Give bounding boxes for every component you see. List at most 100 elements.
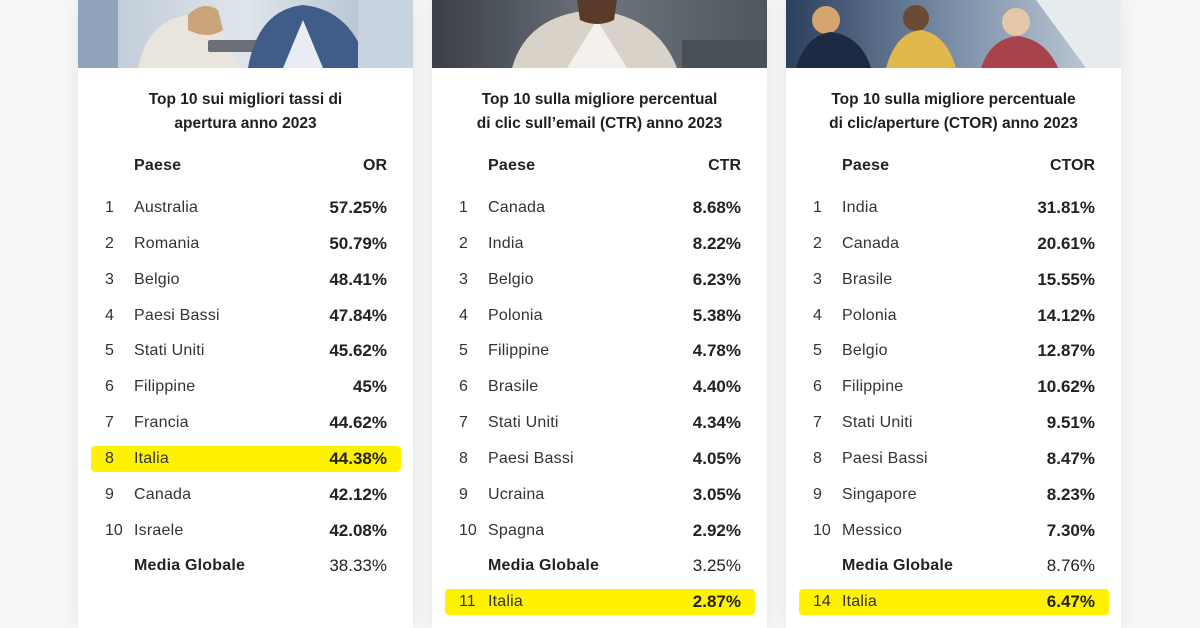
row-rank: 9 — [813, 486, 822, 503]
table-row: 6 Filippine 10.62% — [799, 374, 1109, 400]
global-average-row: Media Globale 3.25% — [445, 553, 755, 579]
column-header-country: Paese — [842, 157, 890, 174]
row-value: 6.23% — [692, 270, 741, 289]
card-title-line-2: di clic sull’email (CTR) anno 2023 — [476, 115, 723, 132]
row-country: Spagna — [488, 522, 545, 539]
row-country: Ucraina — [488, 486, 545, 503]
table-row: 2 India 8.22% — [445, 231, 755, 257]
card-title-line-1: Top 10 sulla migliore percentual — [481, 91, 718, 108]
table-row: 5 Belgio 12.87% — [799, 338, 1109, 364]
table-row-highlighted: 14 Italia 6.47% — [799, 589, 1109, 615]
row-rank: 4 — [105, 307, 114, 324]
table-row: 6 Filippine 45% — [91, 374, 401, 400]
column-header-country: Paese — [134, 157, 182, 174]
table-row-highlighted: 11 Italia 2.87% — [445, 589, 755, 615]
row-country: India — [842, 199, 878, 216]
row-country: Stati Uniti — [842, 414, 913, 431]
card-title-line-1: Top 10 sulla migliore percentuale — [831, 91, 1076, 108]
row-country: Polonia — [842, 307, 897, 324]
row-value: 44.38% — [329, 449, 387, 468]
row-value: 5.38% — [692, 306, 741, 325]
row-rank: 11 — [459, 593, 476, 610]
row-value: 57.25% — [329, 198, 387, 217]
row-country: Italia — [842, 593, 877, 610]
row-value: 7.30% — [1046, 521, 1095, 540]
average-label: Media Globale — [488, 557, 600, 574]
table-row: 10 Spagna 2.92% — [445, 518, 755, 544]
global-average-row: Media Globale 38.33% — [91, 553, 401, 579]
table-row: 1 Australia 57.25% — [91, 195, 401, 221]
row-country: Belgio — [134, 271, 180, 288]
table-row: 10 Israele 42.08% — [91, 518, 401, 544]
card-open-rate: Top 10 sui migliori tassi di apertura an… — [78, 0, 413, 628]
table-header: Paese CTR — [445, 153, 755, 179]
row-value: 4.78% — [692, 341, 741, 360]
row-value: 8.23% — [1046, 485, 1095, 504]
row-country: Filippine — [842, 378, 904, 395]
row-value: 6.47% — [1046, 592, 1095, 611]
table-row: 3 Belgio 6.23% — [445, 267, 755, 293]
column-header-metric: CTOR — [1049, 157, 1095, 174]
row-country: Canada — [134, 486, 192, 503]
table-row: 9 Ucraina 3.05% — [445, 482, 755, 508]
table-row: 9 Canada 42.12% — [91, 482, 401, 508]
row-value: 4.40% — [692, 377, 741, 396]
row-value: 42.12% — [329, 485, 387, 504]
row-country: Stati Uniti — [134, 342, 205, 359]
row-rank: 10 — [105, 522, 123, 539]
row-country: Belgio — [842, 342, 888, 359]
row-value: 44.62% — [329, 413, 387, 432]
table-row: 1 Canada 8.68% — [445, 195, 755, 221]
row-value: 31.81% — [1037, 198, 1095, 217]
row-country: Paesi Bassi — [842, 450, 928, 467]
row-value: 2.92% — [692, 521, 741, 540]
row-value: 3.05% — [692, 485, 741, 504]
header-photo-businesswoman — [432, 0, 767, 68]
row-country: Italia — [134, 450, 169, 467]
row-rank: 5 — [459, 342, 468, 359]
row-value: 9.51% — [1046, 413, 1095, 432]
row-value: 42.08% — [329, 521, 387, 540]
table-row: 4 Polonia 14.12% — [799, 303, 1109, 329]
header-photo-group-people — [786, 0, 1121, 68]
column-header-metric: CTR — [708, 157, 741, 174]
column-header-country: Paese — [488, 157, 536, 174]
card-title-line-2: apertura anno 2023 — [174, 115, 317, 132]
average-label: Media Globale — [134, 557, 246, 574]
row-value: 47.84% — [329, 306, 387, 325]
card-click-through-rate: Top 10 sulla migliore percentual di clic… — [432, 0, 767, 628]
row-country: Belgio — [488, 271, 534, 288]
table-row: 5 Stati Uniti 45.62% — [91, 338, 401, 364]
row-rank: 3 — [459, 271, 468, 288]
row-value: 48.41% — [329, 270, 387, 289]
table-row: 2 Romania 50.79% — [91, 231, 401, 257]
table-row: 7 Francia 44.62% — [91, 410, 401, 436]
row-rank: 10 — [459, 522, 477, 539]
row-rank: 9 — [105, 486, 114, 503]
table-row: 9 Singapore 8.23% — [799, 482, 1109, 508]
row-rank: 8 — [459, 450, 468, 467]
average-value: 3.25% — [692, 556, 741, 575]
table-row: 7 Stati Uniti 9.51% — [799, 410, 1109, 436]
card-title: Top 10 sulla migliore percentuale di cli… — [796, 88, 1111, 136]
row-country: Italia — [488, 593, 523, 610]
row-rank: 8 — [105, 450, 114, 467]
table-row: 4 Paesi Bassi 47.84% — [91, 303, 401, 329]
row-rank: 1 — [813, 199, 822, 216]
table-row: 3 Brasile 15.55% — [799, 267, 1109, 293]
row-country: Messico — [842, 522, 903, 539]
row-rank: 1 — [105, 199, 114, 216]
card-title-line-1: Top 10 sui migliori tassi di — [148, 91, 343, 108]
row-country: Australia — [134, 199, 199, 216]
row-country: Canada — [842, 235, 900, 252]
row-country: Francia — [134, 414, 189, 431]
row-value: 4.34% — [692, 413, 741, 432]
table-header: Paese CTOR — [799, 153, 1109, 179]
row-rank: 6 — [459, 378, 468, 395]
card-title: Top 10 sui migliori tassi di apertura an… — [88, 88, 403, 136]
table-row: 1 India 31.81% — [799, 195, 1109, 221]
row-value: 45.62% — [329, 341, 387, 360]
row-country: Polonia — [488, 307, 543, 324]
row-value: 10.62% — [1037, 377, 1095, 396]
row-country: Brasile — [842, 271, 893, 288]
